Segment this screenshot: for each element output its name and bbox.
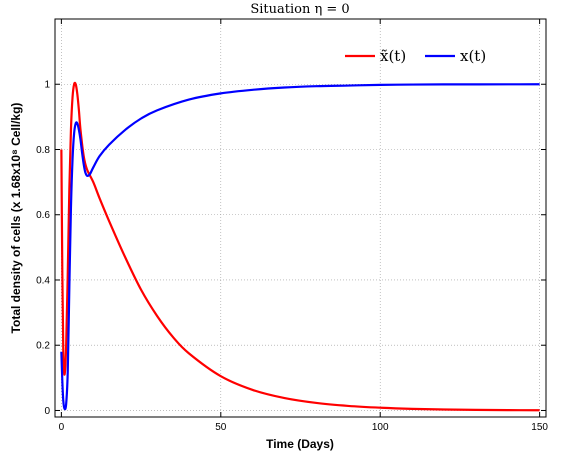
x-tick-label: 150 [531,422,548,433]
legend-label-x-tilde: x̃(t) [380,47,406,65]
ticks: 0 50 100 150 0 0.2 0.4 0.6 0.8 1 [36,19,548,433]
y-tick-label: 0.6 [36,210,50,221]
series-group [60,81,540,412]
y-tick-label: 0 [44,406,50,417]
plot-frame [54,18,547,418]
x-axis-title: Time (Days) [266,437,334,451]
y-tick-label: 0.4 [36,275,50,286]
y-axis-title: Total density of cells (x 1.68x10⁸ Cell/… [9,103,23,334]
y-tick-label: 1 [44,80,50,91]
series-line-x-tilde [60,81,540,412]
plot-background [55,19,546,417]
chart-title: Situation η = 0 [250,2,349,17]
x-tick-label: 0 [59,422,65,433]
y-tick-label: 0.2 [36,341,50,352]
x-tick-label: 50 [215,422,227,433]
legend: x̃(t) x(t) [345,47,486,65]
x-tick-label: 100 [372,422,389,433]
series-line-x [60,83,540,411]
legend-label-x: x(t) [460,47,486,65]
y-tick-label: 0.8 [36,145,50,156]
